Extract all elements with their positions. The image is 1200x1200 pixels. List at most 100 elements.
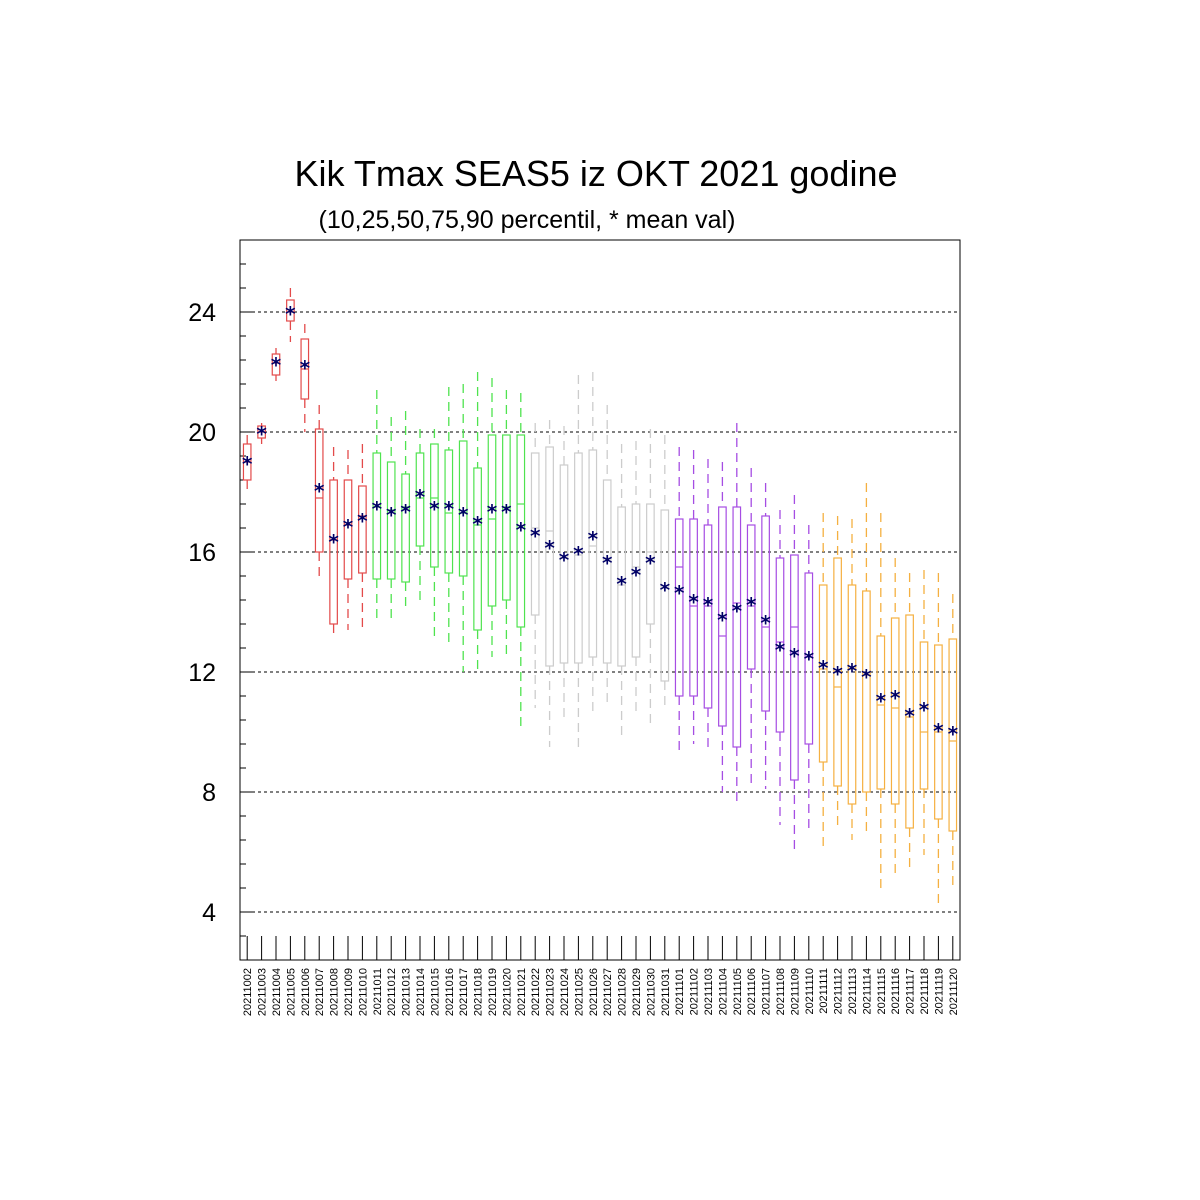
mean-marker: *	[847, 659, 858, 683]
iqr-box	[761, 515, 770, 712]
mean-marker: *	[602, 551, 613, 575]
iqr-box	[617, 506, 626, 667]
box-20211009: *	[343, 450, 354, 630]
mean-marker: *	[588, 527, 599, 551]
iqr-box	[458, 440, 468, 577]
x-tick-label: 20211004	[271, 968, 283, 1016]
iqr-box	[876, 635, 886, 790]
mean-marker: *	[631, 563, 642, 587]
iqr-box	[329, 479, 338, 625]
mean-marker: *	[660, 578, 671, 602]
x-tick-label: 20211031	[660, 968, 672, 1016]
box-20211120: *	[948, 594, 959, 891]
box-20211017: *	[458, 384, 469, 672]
x-tick-label: 20211014	[415, 968, 427, 1016]
x-tick-label: 20211025	[573, 968, 585, 1016]
mean-marker: *	[458, 503, 469, 527]
mean-marker: *	[645, 551, 656, 575]
mean-marker: *	[919, 698, 930, 722]
x-tick-label: 20211101	[674, 968, 686, 1015]
chart-subtitle: (10,25,50,75,90 percentil, * mean val)	[319, 206, 736, 234]
iqr-box	[314, 428, 324, 553]
box-20211027: *	[602, 405, 613, 705]
box-20211015: *	[429, 429, 440, 642]
x-tick-label: 20211013	[401, 968, 413, 1016]
box-20211025: *	[573, 375, 584, 747]
y-tick-label: 24	[188, 299, 216, 327]
iqr-box	[703, 524, 713, 709]
box-20211103: *	[703, 459, 714, 753]
x-tick-label: 20211003	[257, 968, 269, 1016]
chart-title: Kik Tmax SEAS5 iz OKT 2021 godine	[295, 153, 898, 194]
mean-marker: *	[530, 524, 541, 548]
box-20211117: *	[904, 573, 915, 873]
x-tick-label: 20211117	[905, 968, 917, 1015]
iqr-box	[588, 449, 598, 658]
x-tick-label: 20211107	[761, 968, 773, 1015]
iqr-box	[286, 299, 295, 322]
iqr-box	[401, 473, 410, 583]
x-tick-label: 20211012	[386, 968, 398, 1016]
y-tick-label: 16	[188, 539, 216, 567]
iqr-box	[890, 617, 900, 805]
x-tick-label: 20211020	[501, 968, 513, 1016]
y-tick-label: 4	[202, 899, 216, 927]
mean-marker: *	[314, 479, 325, 503]
plot-frame	[239, 239, 961, 961]
mean-marker: *	[674, 581, 685, 605]
mean-marker: *	[760, 611, 771, 635]
x-tick-label: 20211008	[329, 968, 341, 1016]
x-tick-label: 20211002	[242, 968, 254, 1016]
iqr-box	[487, 434, 497, 607]
y-axis: 4 8 12 16 20 24	[188, 263, 252, 937]
box-20211111: *	[818, 513, 829, 849]
x-tick-label: 20211028	[617, 968, 629, 1016]
box-20211018: *	[472, 372, 483, 669]
x-tick-label: 20211120	[948, 968, 960, 1015]
iqr-box	[818, 584, 828, 763]
x-tick-label: 20211015	[429, 968, 441, 1016]
x-tick-label: 20211109	[789, 968, 801, 1015]
iqr-box	[372, 452, 382, 580]
box-20211114: *	[861, 483, 872, 831]
mean-marker: *	[818, 656, 829, 680]
mean-marker: *	[472, 512, 483, 536]
x-tick-label: 20211115	[876, 968, 888, 1015]
iqr-box	[430, 443, 439, 568]
x-tick-label: 20211018	[473, 968, 485, 1016]
box-20211119: *	[933, 573, 944, 909]
mean-marker: *	[573, 542, 584, 566]
mean-marker: *	[904, 704, 915, 728]
x-tick-label: 20211105	[732, 968, 744, 1015]
box-20211003: *	[256, 422, 267, 446]
iqr-box	[905, 614, 914, 829]
box-20211014: *	[415, 429, 426, 606]
iqr-box	[502, 434, 511, 601]
box-20211104: *	[717, 462, 728, 792]
mean-marker: *	[544, 536, 555, 560]
box-20211102: *	[688, 450, 699, 744]
mean-marker: *	[876, 689, 887, 713]
iqr-box	[948, 638, 958, 832]
boxes: ******** * * * ** * * * * * ** * * * **** * ** * * ** * *** * *…	[242, 288, 959, 909]
box-20211108: *	[775, 510, 786, 825]
box-20211030: *	[645, 429, 656, 723]
x-tick-label: 20211017	[458, 968, 470, 1016]
mean-marker: *	[487, 500, 498, 524]
x-tick-label: 20211108	[775, 968, 787, 1015]
mean-marker: *	[242, 452, 253, 476]
mean-marker: *	[271, 353, 282, 377]
iqr-box	[689, 518, 698, 697]
iqr-box	[790, 554, 799, 781]
box-20211013: *	[400, 411, 411, 609]
x-tick-label: 20211005	[285, 968, 297, 1016]
box-20211109: *	[789, 495, 800, 849]
mean-marker: *	[415, 485, 426, 509]
mean-marker: *	[343, 515, 354, 539]
x-tick-label: 20211030	[645, 968, 657, 1016]
iqr-box	[660, 509, 670, 682]
box-20211115: *	[876, 513, 887, 888]
iqr-box	[775, 557, 785, 733]
x-tick-label: 20211024	[559, 968, 571, 1016]
box-20211019: *	[487, 378, 498, 657]
